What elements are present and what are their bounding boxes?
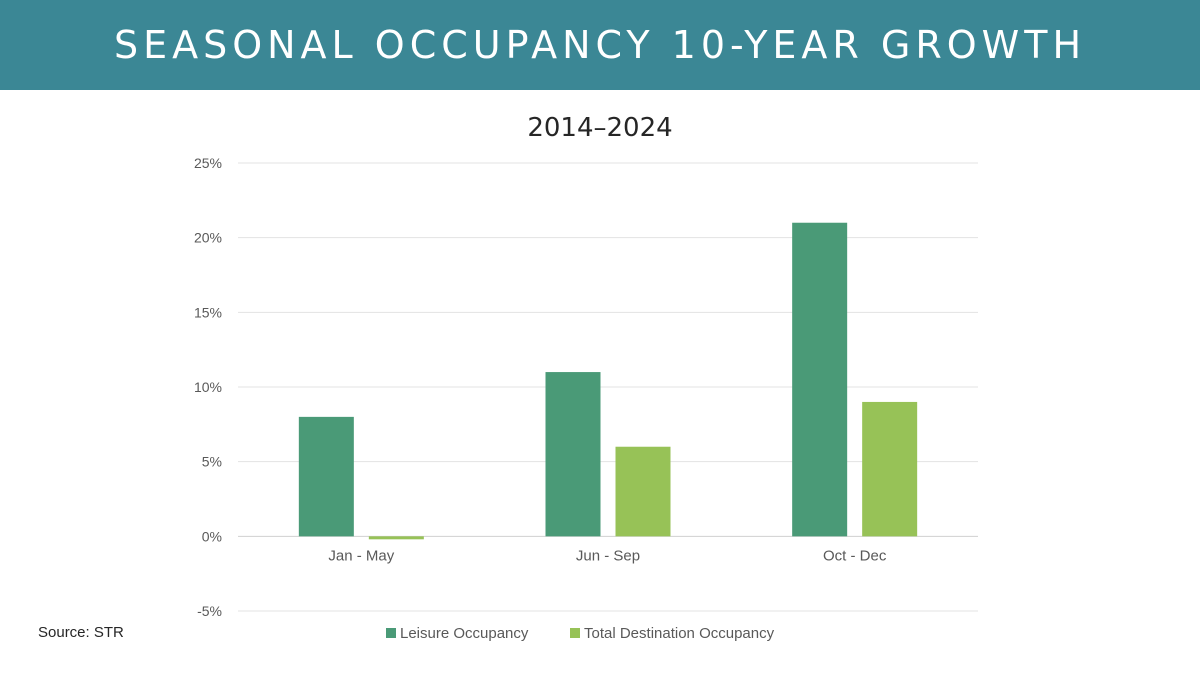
y-tick-label: 0% xyxy=(202,528,222,544)
legend-label: Leisure Occupancy xyxy=(400,625,529,642)
y-tick-label: 25% xyxy=(194,155,222,171)
legend-swatch xyxy=(570,628,580,638)
legend: Leisure Occupancy Total Destination Occup… xyxy=(386,625,775,642)
legend-label: Total Destination Occupancy xyxy=(584,625,775,642)
x-category-label: Jan - May xyxy=(328,547,394,564)
chart-title: 2014–2024 xyxy=(527,113,673,143)
x-axis-categories: Jan - May Jun - Sep Oct - Dec xyxy=(328,547,886,564)
bar-total-destination-occupancy xyxy=(368,536,424,540)
y-tick-label: 5% xyxy=(202,454,222,470)
bar-total-destination-occupancy xyxy=(615,446,671,537)
x-category-label: Jun - Sep xyxy=(576,547,640,564)
bar-leisure-occupancy xyxy=(792,222,848,537)
bar-leisure-occupancy xyxy=(545,372,601,537)
source-note: Source: STR xyxy=(38,624,124,641)
bar-total-destination-occupancy xyxy=(862,401,918,537)
y-tick-label: -5% xyxy=(197,603,222,619)
gridlines xyxy=(238,162,978,612)
slide-title: SEASONAL OCCUPANCY 10-YEAR GROWTH xyxy=(113,23,1087,67)
bar-leisure-occupancy xyxy=(298,416,354,537)
y-axis-ticks: -5% 0% 5% 10% 15% 20% 25% xyxy=(194,155,222,619)
header-banner: SEASONAL OCCUPANCY 10-YEAR GROWTH xyxy=(0,0,1200,90)
x-category-label: Oct - Dec xyxy=(823,547,887,564)
y-tick-label: 15% xyxy=(194,304,222,320)
y-tick-label: 10% xyxy=(194,379,222,395)
y-tick-label: 20% xyxy=(194,230,222,246)
bars xyxy=(298,222,918,540)
legend-swatch xyxy=(386,628,396,638)
